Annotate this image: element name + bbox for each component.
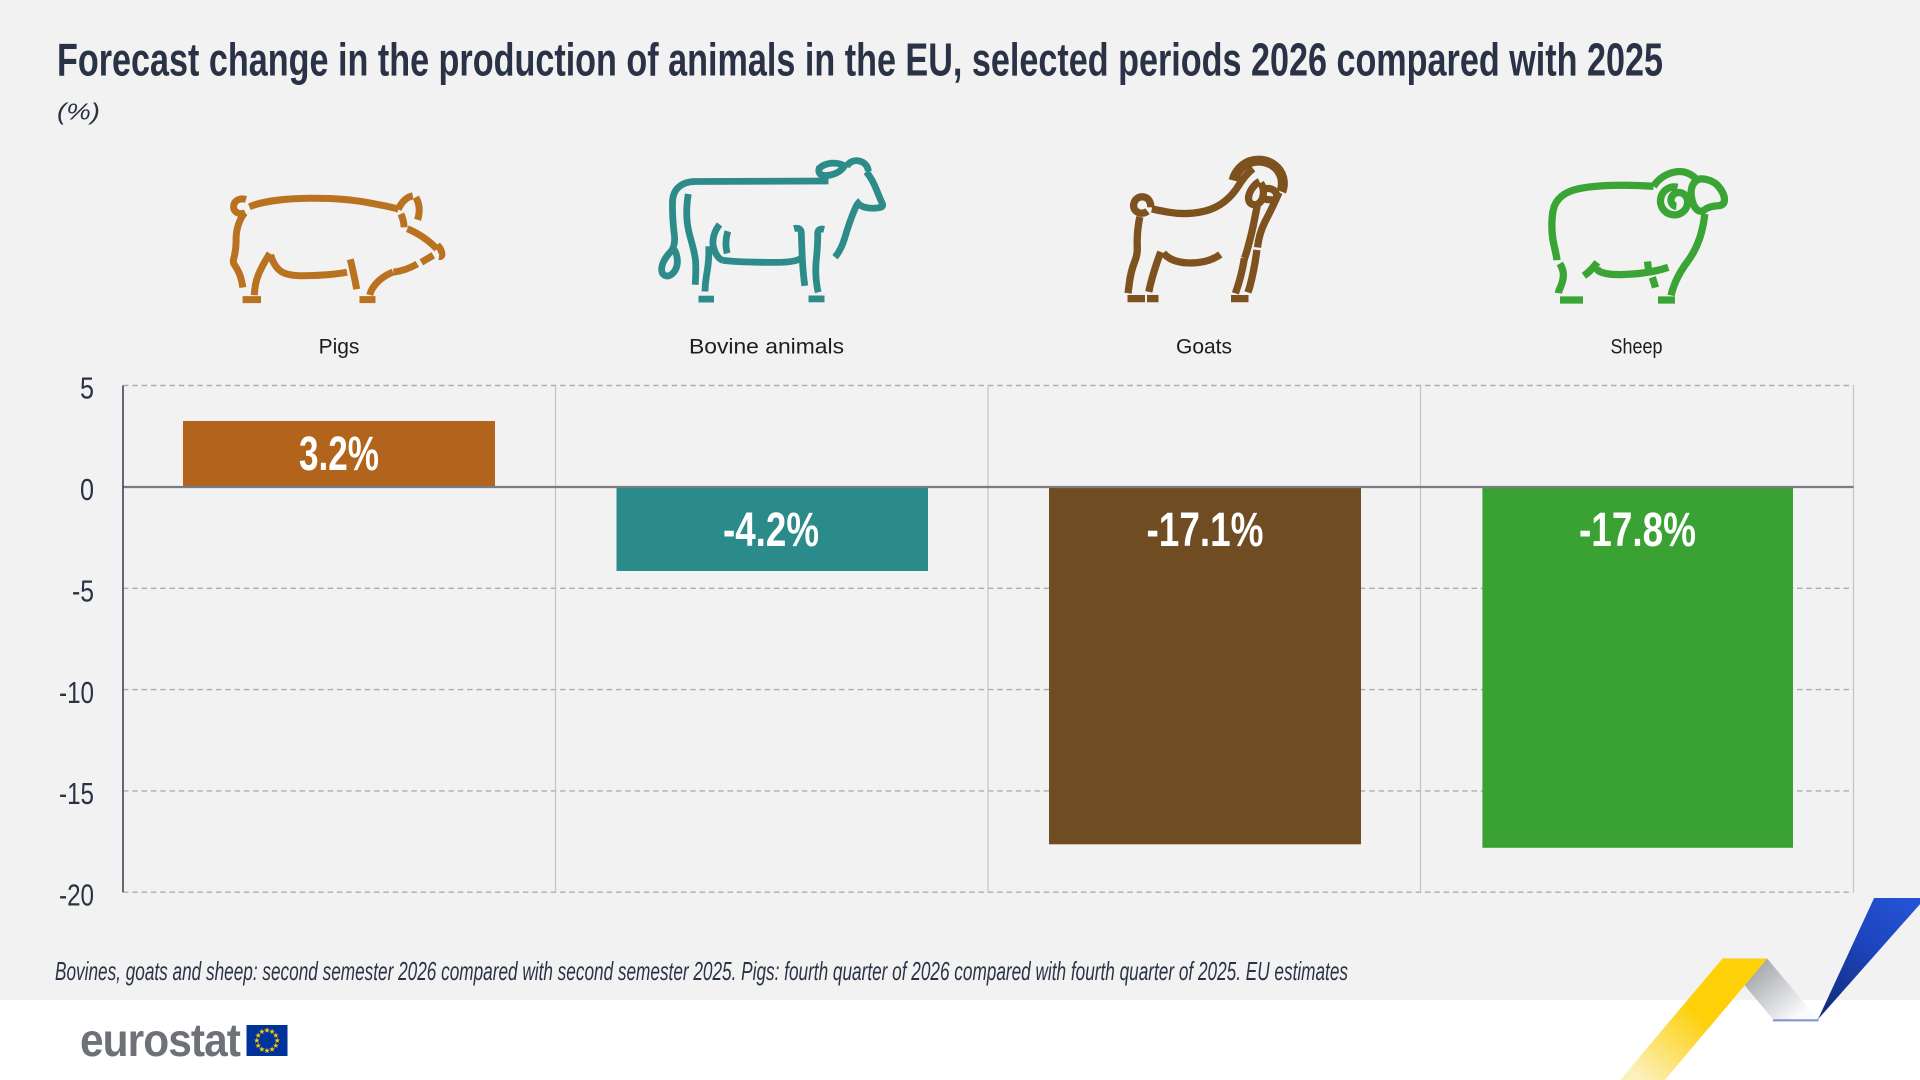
svg-text:Bovines, goats and sheep: seco: Bovines, goats and sheep: second semeste… (55, 956, 1348, 986)
svg-text:Sheep: Sheep (1611, 336, 1663, 359)
svg-text:5: 5 (80, 371, 94, 406)
svg-text:Forecast change in the product: Forecast change in the production of ani… (57, 34, 1663, 86)
svg-text:3.2%: 3.2% (299, 428, 379, 481)
svg-text:-4.2%: -4.2% (723, 504, 819, 557)
svg-text:-10: -10 (59, 675, 94, 710)
svg-text:-20: -20 (59, 877, 94, 912)
svg-text:(%): (%) (57, 99, 100, 125)
svg-text:Pigs: Pigs (319, 336, 360, 359)
svg-text:Goats: Goats (1176, 336, 1232, 359)
svg-text:-15: -15 (59, 776, 94, 811)
svg-text:0: 0 (80, 472, 94, 507)
svg-text:-17.8%: -17.8% (1579, 504, 1696, 557)
svg-text:Bovine animals: Bovine animals (689, 336, 844, 359)
svg-text:eurostat: eurostat (80, 1014, 241, 1066)
svg-text:-17.1%: -17.1% (1147, 504, 1264, 557)
svg-text:-5: -5 (72, 574, 94, 609)
